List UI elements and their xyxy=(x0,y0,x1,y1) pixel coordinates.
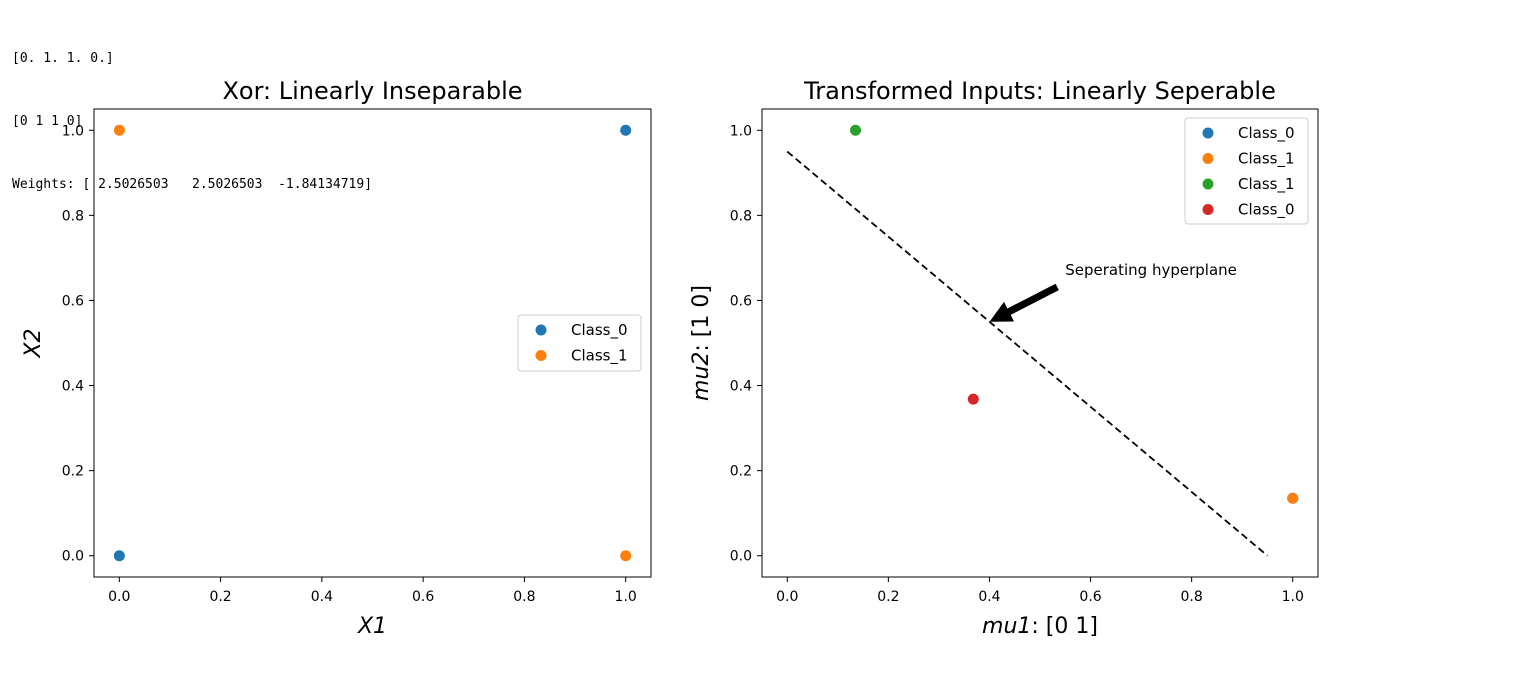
axes-frame xyxy=(93,108,652,578)
console-line: Weights: [ 2.5026503 2.5026503 -1.841347… xyxy=(12,177,373,192)
data-point xyxy=(620,550,632,562)
console-line: [0. 1. 1. 0.] xyxy=(12,51,114,66)
legend-marker xyxy=(1202,127,1214,139)
y-axis-label: mu2: [1 0] xyxy=(689,285,714,401)
annotation-text: Seperating hyperplane xyxy=(1065,261,1237,279)
legend-label: Class_1 xyxy=(571,347,628,366)
y-tick-label: 0.8 xyxy=(730,208,752,224)
legend-label: Class_0 xyxy=(571,321,628,340)
separating-line xyxy=(786,150,1269,557)
legend-marker xyxy=(1202,178,1214,190)
y-tick-label: 0.2 xyxy=(62,464,84,480)
y-tick-label: 0.6 xyxy=(62,293,84,309)
x-tick-label: 0.0 xyxy=(108,589,130,605)
y-tick-label: 1.0 xyxy=(62,123,84,139)
y-tick-label: 0.4 xyxy=(730,379,752,395)
legend-label: Class_1 xyxy=(1238,175,1295,194)
legend-label: Class_0 xyxy=(1238,124,1295,143)
x-tick-label: 1.0 xyxy=(1282,589,1304,605)
x-tick-label: 0.0 xyxy=(776,589,798,605)
x-tick-label: 0.8 xyxy=(513,589,535,605)
y-tick-label: 0.0 xyxy=(730,549,752,565)
legend-label: Class_1 xyxy=(1238,150,1295,169)
x-tick-label: 0.6 xyxy=(1079,589,1101,605)
data-point xyxy=(967,393,979,405)
axes-frame xyxy=(761,108,1319,578)
data-point xyxy=(1287,492,1299,504)
legend-marker xyxy=(535,350,547,361)
y-tick-label: 0.6 xyxy=(730,293,752,309)
axes-transformed: 0.0 0.2 0.4 0.6 0.8 1.0 0.0 0.2 0.4 0.6 0.8 1.0 Tran… xyxy=(689,77,1319,639)
data-point xyxy=(620,124,632,136)
x-tick-label: 0.8 xyxy=(1181,589,1203,605)
legend-box xyxy=(1184,117,1309,225)
console-line: [0 1 1 0] xyxy=(12,114,83,129)
x-tick-label: 0.4 xyxy=(978,589,1000,605)
console-output: [0. 1. 1. 0.] [0 1 1 0] Weights: [ 2.502… xyxy=(12,6,372,216)
x-tick-label: 0.6 xyxy=(412,589,434,605)
legend-marker xyxy=(1202,204,1214,215)
y-tick-label: 0.8 xyxy=(62,208,84,224)
data-point xyxy=(113,124,125,136)
y-tick-label: 0.2 xyxy=(730,464,752,480)
legend-marker xyxy=(1202,153,1214,164)
legend-box xyxy=(517,314,642,372)
x-tick-label: 0.2 xyxy=(877,589,899,605)
x-axis-label: X1 xyxy=(357,614,387,639)
y-tick-label: 1.0 xyxy=(730,123,752,139)
x-tick-label: 0.2 xyxy=(209,589,231,605)
axes-xor: 0.0 0.2 0.4 0.6 0.8 1.0 0.0 0.2 0.4 0.6 0.8 1.0 Xor:… xyxy=(21,77,652,639)
legend-label: Class_0 xyxy=(1238,201,1295,220)
data-point xyxy=(850,124,862,136)
x-axis-label: mu1: [0 1] xyxy=(982,614,1098,639)
x-tick-label: 1.0 xyxy=(615,589,637,605)
y-tick-label: 0.0 xyxy=(62,549,84,565)
y-axis-label: X2 xyxy=(21,328,46,358)
y-tick-label: 0.4 xyxy=(62,379,84,395)
chart-title: Transformed Inputs: Linearly Seperable xyxy=(803,77,1276,105)
annotation-arrow xyxy=(989,283,1059,322)
x-tick-label: 0.4 xyxy=(311,589,333,605)
chart-title: Xor: Linearly Inseparable xyxy=(222,77,522,105)
data-point xyxy=(113,550,125,562)
legend-marker xyxy=(535,324,547,336)
